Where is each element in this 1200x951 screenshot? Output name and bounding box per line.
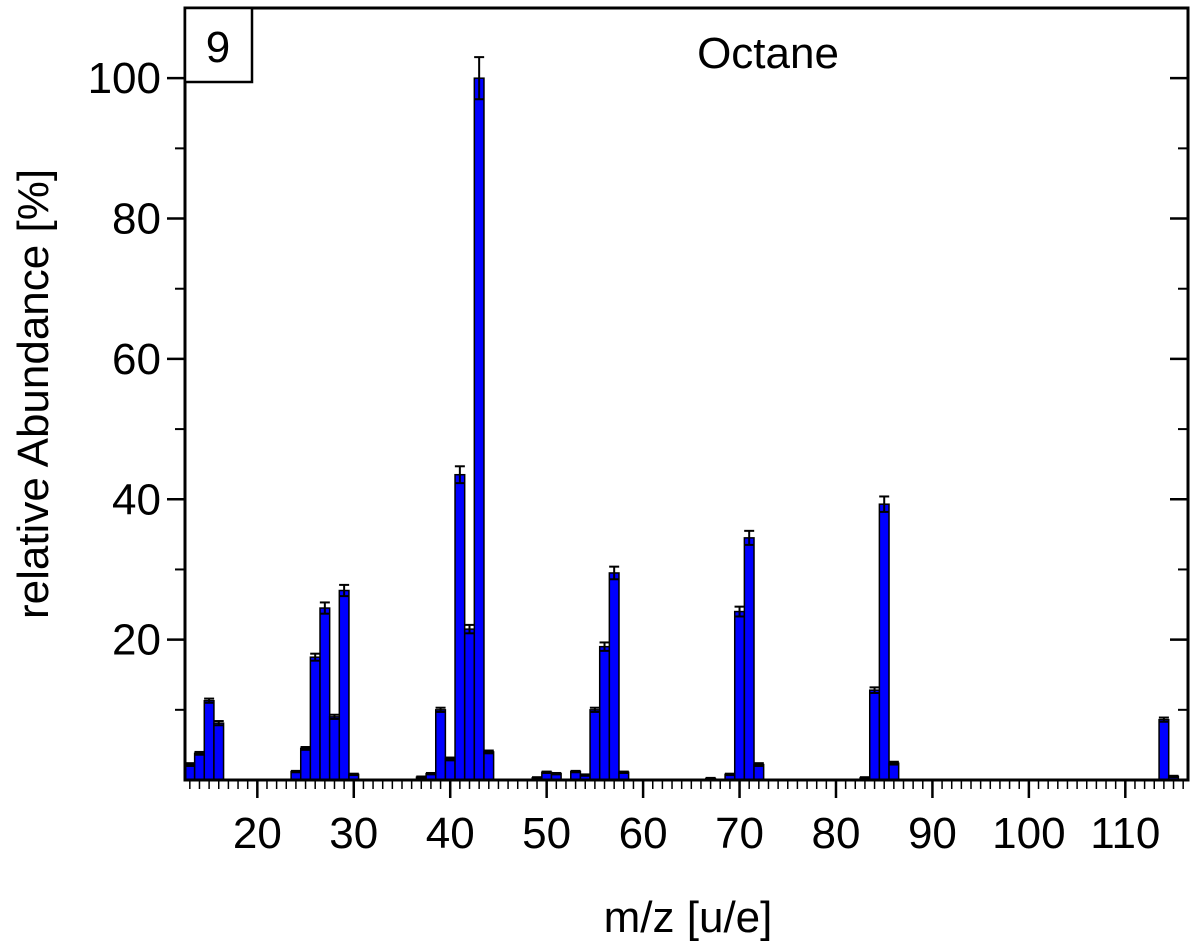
x-tick-label-100: 100 xyxy=(992,809,1065,858)
error-bar-mz-51 xyxy=(551,771,562,776)
error-bar-mz-84 xyxy=(869,686,880,694)
bar-mz-55 xyxy=(589,709,601,781)
error-bar-mz-39 xyxy=(435,706,446,713)
plot-frame xyxy=(183,6,1190,782)
x-tick-label-90: 90 xyxy=(908,809,957,858)
error-bar-mz-42 xyxy=(464,623,475,635)
bar-mz-15 xyxy=(203,699,215,781)
bar-mz-70 xyxy=(733,610,746,781)
bar-mz-114 xyxy=(1158,718,1170,781)
y-ticks xyxy=(167,76,1188,711)
bar-mz-26 xyxy=(309,656,321,781)
bar-mz-39 xyxy=(435,709,447,781)
chart-title: Octane xyxy=(697,29,839,78)
x-axis-title: m/z [u/e] xyxy=(604,893,773,942)
error-bar-mz-27 xyxy=(319,601,330,615)
bar-mz-84 xyxy=(868,689,881,781)
error-bar-mz-29 xyxy=(339,583,350,598)
error-bar-mz-38 xyxy=(425,771,436,776)
bar-series xyxy=(184,77,1180,781)
bar-mz-57 xyxy=(608,572,620,781)
bar-mz-71 xyxy=(743,537,755,781)
error-bar-mz-115 xyxy=(1168,774,1179,779)
error-bar-mz-71 xyxy=(744,529,755,546)
y-tick-label-60: 60 xyxy=(112,335,161,384)
panel-label: 9 xyxy=(206,23,230,72)
error-bar-mz-44 xyxy=(483,749,494,755)
error-bar-mz-30 xyxy=(348,772,359,777)
error-bar-series xyxy=(184,56,1179,781)
error-bar-mz-86 xyxy=(888,760,899,766)
bar-mz-29 xyxy=(338,589,350,781)
x-tick-label-20: 20 xyxy=(233,809,282,858)
x-tick-label-110: 110 xyxy=(1090,809,1160,858)
error-bar-mz-114 xyxy=(1158,716,1169,723)
bar-mz-42 xyxy=(463,628,476,781)
error-bar-mz-15 xyxy=(204,697,215,704)
y-tick-label-80: 80 xyxy=(112,195,161,244)
error-bar-mz-83 xyxy=(859,776,870,780)
error-bar-mz-54 xyxy=(580,773,591,777)
error-bar-mz-49 xyxy=(532,776,543,780)
x-tick-label-50: 50 xyxy=(522,809,571,858)
error-bar-mz-58 xyxy=(618,770,629,774)
bar-mz-43 xyxy=(473,77,485,781)
x-tick-label-80: 80 xyxy=(812,809,861,858)
bar-mz-27 xyxy=(319,607,331,781)
error-bar-mz-55 xyxy=(589,706,600,713)
x-tick-labels: 20 30 40 50 60 70 80 90 100 110 xyxy=(233,809,1161,858)
error-bar-mz-50 xyxy=(541,770,552,774)
error-bar-mz-57 xyxy=(609,565,620,581)
bar-mz-16 xyxy=(213,722,225,781)
bar-mz-44 xyxy=(483,751,495,781)
error-bar-mz-26 xyxy=(310,652,321,662)
x-tick-label-30: 30 xyxy=(329,809,378,858)
error-bar-mz-14 xyxy=(194,750,205,756)
bar-mz-25 xyxy=(299,747,312,781)
error-bar-mz-28 xyxy=(329,713,340,720)
y-tick-label-100: 100 xyxy=(88,54,161,103)
error-bar-mz-85 xyxy=(879,495,890,513)
error-bar-mz-72 xyxy=(753,762,764,767)
error-bar-mz-37 xyxy=(416,775,427,779)
bar-mz-14 xyxy=(193,752,206,781)
error-bar-mz-40 xyxy=(445,756,456,762)
y-tick-label-20: 20 xyxy=(112,616,161,665)
panel-label-box xyxy=(183,6,254,84)
bar-mz-56 xyxy=(598,645,611,781)
bar-mz-86 xyxy=(888,762,900,781)
error-bar-mz-56 xyxy=(599,641,610,652)
error-bar-mz-25 xyxy=(300,746,311,751)
bar-mz-28 xyxy=(328,716,341,781)
y-tick-labels: 20 40 60 80 100 xyxy=(88,54,161,664)
bar-mz-40 xyxy=(444,758,456,781)
bar-mz-41 xyxy=(454,473,466,781)
error-bar-mz-16 xyxy=(213,720,224,727)
x-tick-label-60: 60 xyxy=(619,809,668,858)
error-bar-mz-53 xyxy=(570,769,581,774)
x-tick-label-40: 40 xyxy=(426,809,475,858)
bar-mz-85 xyxy=(878,503,890,781)
y-tick-label-40: 40 xyxy=(112,475,161,524)
error-bar-mz-41 xyxy=(454,465,465,485)
x-major-ticks xyxy=(256,780,1127,798)
error-bar-mz-24 xyxy=(290,769,301,774)
x-tick-label-70: 70 xyxy=(715,809,764,858)
error-bar-mz-70 xyxy=(734,605,745,618)
y-axis-title: relative Abundance [%] xyxy=(9,169,58,619)
error-bar-mz-69 xyxy=(724,772,735,777)
error-bar-mz-43 xyxy=(474,56,485,101)
